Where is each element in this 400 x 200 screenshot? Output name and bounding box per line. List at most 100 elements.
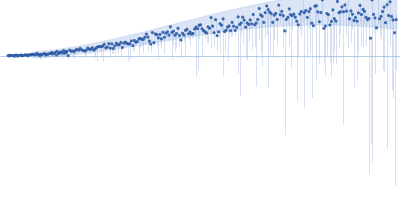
Point	[331, 17, 338, 20]
Point	[48, 51, 55, 54]
Point	[155, 36, 162, 40]
Point	[71, 50, 77, 53]
Point	[80, 49, 86, 52]
Point	[167, 25, 174, 28]
Point	[95, 45, 102, 48]
Point	[52, 51, 59, 54]
Point	[19, 55, 25, 58]
Point	[364, 18, 371, 21]
Point	[280, 14, 286, 17]
Point	[125, 42, 132, 46]
Point	[130, 44, 136, 47]
Point	[140, 38, 146, 41]
Point	[27, 54, 33, 57]
Point	[108, 42, 115, 45]
Point	[222, 30, 228, 33]
Point	[235, 15, 241, 18]
Point	[40, 52, 47, 55]
Point	[339, 5, 345, 9]
Point	[34, 51, 40, 55]
Point	[376, 17, 383, 20]
Point	[39, 53, 45, 56]
Point	[6, 53, 12, 57]
Point	[11, 55, 18, 58]
Point	[343, 10, 350, 13]
Point	[349, 13, 356, 16]
Point	[33, 53, 39, 56]
Point	[184, 28, 190, 31]
Point	[379, 10, 386, 13]
Point	[59, 50, 65, 54]
Point	[38, 53, 44, 56]
Point	[26, 54, 32, 57]
Point	[321, 27, 327, 30]
Point	[119, 46, 126, 49]
Point	[65, 54, 71, 57]
Point	[322, 24, 328, 28]
Point	[333, 20, 339, 23]
Point	[157, 33, 163, 36]
Point	[8, 54, 15, 57]
Point	[307, 7, 314, 10]
Point	[342, 3, 348, 7]
Point	[60, 52, 66, 55]
Point	[63, 50, 69, 53]
Point	[42, 52, 48, 55]
Point	[179, 32, 186, 35]
Point	[258, 13, 264, 16]
Point	[15, 54, 22, 57]
Point	[161, 36, 168, 39]
Point	[70, 49, 76, 53]
Point	[54, 50, 60, 53]
Point	[309, 22, 315, 25]
Point	[23, 54, 30, 57]
Point	[191, 27, 198, 31]
Point	[214, 34, 220, 37]
Point	[139, 38, 145, 41]
Point	[22, 53, 29, 56]
Point	[315, 10, 321, 13]
Point	[312, 5, 318, 8]
Point	[393, 18, 399, 21]
Point	[121, 42, 127, 45]
Point	[82, 49, 88, 53]
Point	[297, 12, 303, 16]
Point	[28, 53, 34, 56]
Point	[271, 14, 278, 17]
Point	[149, 31, 156, 34]
Point	[298, 10, 304, 13]
Point	[247, 18, 253, 22]
Point	[127, 42, 133, 45]
Point	[310, 24, 316, 27]
Point	[209, 25, 216, 28]
Point	[46, 52, 52, 55]
Point	[241, 19, 247, 22]
Point	[200, 29, 207, 32]
Point	[169, 31, 175, 34]
Point	[366, 17, 372, 20]
Point	[212, 18, 219, 21]
Point	[360, 8, 366, 11]
Point	[348, 9, 354, 13]
Point	[41, 52, 48, 56]
Point	[276, 4, 282, 7]
Point	[48, 51, 54, 55]
Point	[94, 46, 100, 49]
Point	[68, 50, 74, 53]
Point	[61, 50, 68, 54]
Point	[77, 47, 84, 50]
Point	[327, 23, 333, 27]
Point	[54, 52, 61, 56]
Point	[385, 14, 392, 17]
Point	[244, 21, 250, 25]
Point	[55, 51, 62, 54]
Point	[46, 52, 53, 55]
Point	[260, 21, 267, 24]
Point	[390, 18, 396, 22]
Point	[378, 15, 384, 18]
Point	[236, 23, 243, 26]
Point	[286, 7, 292, 11]
Point	[5, 54, 11, 57]
Point	[142, 36, 148, 39]
Point	[44, 52, 50, 56]
